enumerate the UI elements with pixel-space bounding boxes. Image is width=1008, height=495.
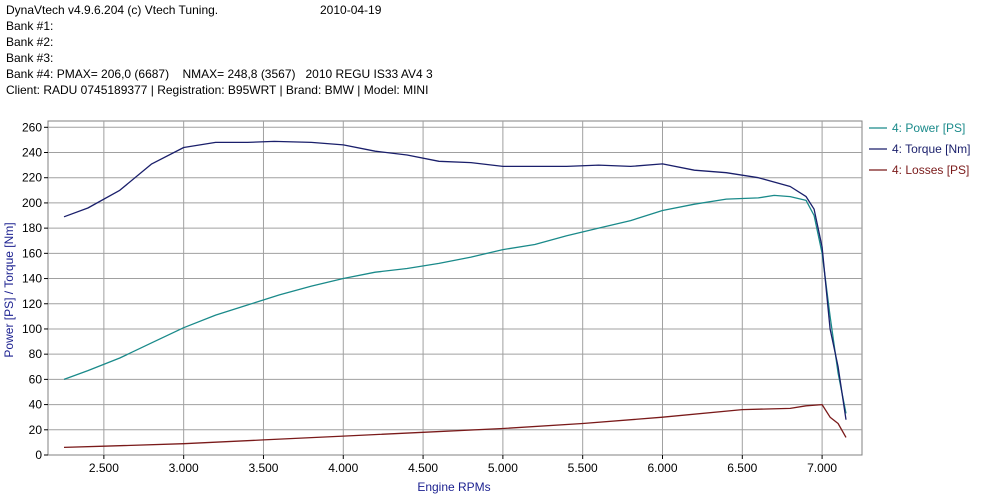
- bank-4-line: Bank #4: PMAX= 206,0 (6687) NMAX= 248,8 …: [6, 67, 433, 81]
- header-line-software: DynaVtech v4.9.6.204 (c) Vtech Tuning. 2…: [6, 2, 866, 18]
- series-line-3: [63, 403, 847, 449]
- y-tick-label: 20: [29, 423, 43, 437]
- x-tick-label: 5.000: [488, 461, 518, 475]
- y-tick-label: 220: [22, 171, 42, 185]
- report-date: 2010-04-19: [320, 3, 382, 17]
- bank-3-line: Bank #3:: [6, 51, 54, 65]
- x-axis-title: Engine RPMs: [417, 480, 490, 494]
- grid-lines: [48, 121, 862, 455]
- y-tick-label: 0: [35, 448, 42, 462]
- series-line-2: [63, 140, 847, 420]
- x-tick-label: 6.500: [727, 461, 757, 475]
- legend-label: 4: Power [PS]: [892, 121, 965, 135]
- x-tick-label: 3.500: [248, 461, 278, 475]
- legend-label: 4: Torque [Nm]: [892, 142, 970, 156]
- x-tick-label: 5.500: [568, 461, 598, 475]
- bank-2-line: Bank #2:: [6, 35, 54, 49]
- x-tick-label: 6.000: [647, 461, 677, 475]
- y-axis-ticks: 0 20 40 60 80 100 120 140 160 180 200 220 240 260: [22, 120, 48, 462]
- y-tick-label: 40: [29, 398, 43, 412]
- x-axis-ticks: 2.500 3.000 3.500 4.000 4.500 5.000 5.500 6.000…: [89, 455, 837, 475]
- x-tick-label: 3.000: [169, 461, 199, 475]
- y-tick-label: 100: [22, 322, 42, 336]
- y-tick-label: 140: [22, 272, 42, 286]
- x-tick-label: 7.000: [807, 461, 837, 475]
- y-tick-label: 260: [22, 120, 42, 134]
- y-tick-label: 80: [29, 347, 43, 361]
- x-tick-label: 4.500: [408, 461, 438, 475]
- report-header: DynaVtech v4.9.6.204 (c) Vtech Tuning. 2…: [6, 2, 866, 98]
- y-tick-label: 180: [22, 221, 42, 235]
- y-tick-label: 60: [29, 372, 43, 386]
- legend-label: 4: Losses [PS]: [892, 163, 969, 177]
- software-name: DynaVtech v4.9.6.204 (c) Vtech Tuning.: [6, 3, 219, 17]
- series-line-1: [63, 194, 847, 414]
- x-tick-label: 2.500: [89, 461, 119, 475]
- x-tick-label: 4.000: [328, 461, 358, 475]
- client-line: Client: RADU 0745189377 | Registration: …: [6, 83, 429, 97]
- bank-1-line: Bank #1:: [6, 19, 54, 33]
- series-lines: [63, 140, 847, 449]
- y-tick-label: 240: [22, 146, 42, 160]
- y-tick-label: 160: [22, 246, 42, 260]
- y-tick-label: 200: [22, 196, 42, 210]
- y-tick-label: 120: [22, 297, 42, 311]
- y-axis-title: Power [PS] / Torque [Nm]: [2, 222, 16, 357]
- legend: 4: Power [PS] 4: Torque [Nm] 4: Losses [PS…: [869, 121, 970, 177]
